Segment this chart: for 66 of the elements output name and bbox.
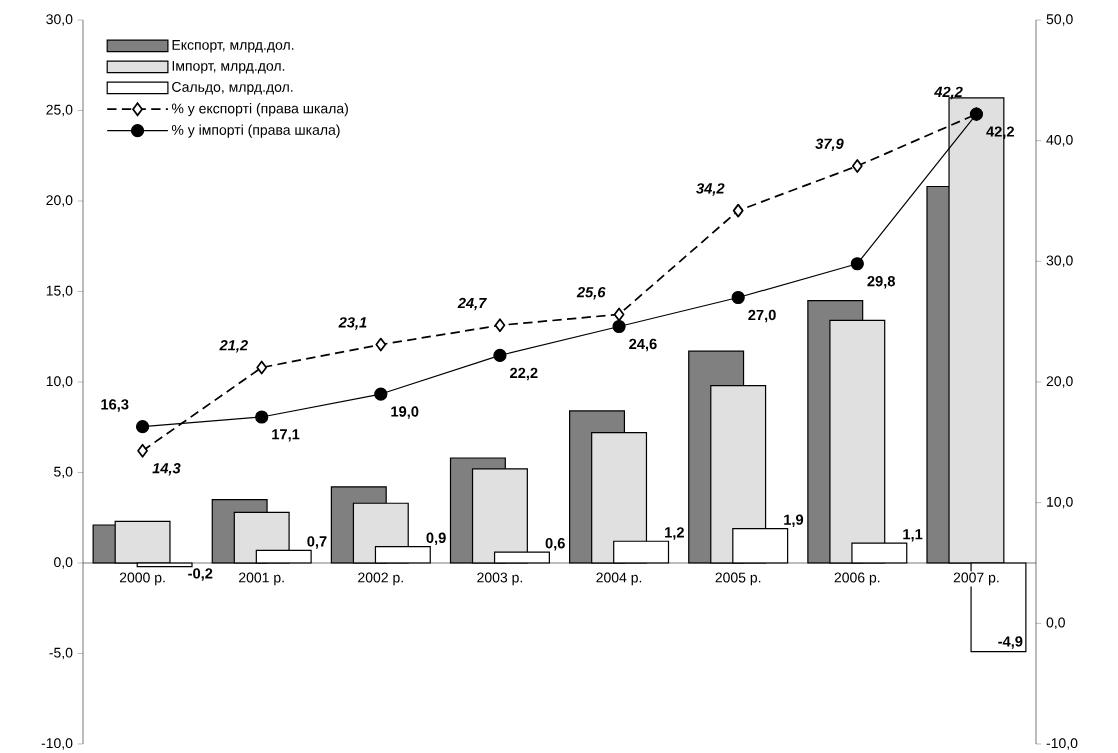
legend-label: Сальдо, млрд.дол. xyxy=(172,82,293,95)
data-label: -0,2 xyxy=(188,568,213,581)
y2-tick-label: 30,0 xyxy=(1046,255,1073,268)
data-label: 25,6 xyxy=(576,286,606,300)
legend-label: % у імпорті (права шкала) xyxy=(171,124,340,138)
data-label: 17,1 xyxy=(272,429,300,442)
y-tick-label: 15,0 xyxy=(46,285,73,298)
data-label: 27,0 xyxy=(748,309,776,323)
point xyxy=(135,420,150,434)
data-label: 34,2 xyxy=(696,183,725,196)
point xyxy=(850,257,864,271)
x-tick-label: 2006 р. xyxy=(834,572,880,586)
data-label: 0,7 xyxy=(307,536,327,549)
data-label: 0,6 xyxy=(545,538,565,551)
x-tick-label: 2001 р. xyxy=(239,572,284,586)
point xyxy=(493,348,507,363)
data-label: 37,9 xyxy=(815,138,844,152)
legend-label: % у експорті (права шкала) xyxy=(171,103,348,117)
y-tick-label: 20,0 xyxy=(46,195,73,207)
point xyxy=(375,337,387,352)
y2-tick-label: 50,0 xyxy=(1046,14,1073,26)
data-label: 24,6 xyxy=(629,338,657,352)
y2-tick-label: 20,0 xyxy=(1046,376,1073,388)
legend-label: Експорт, млрд.дол. xyxy=(172,40,294,53)
data-label: 22,2 xyxy=(510,367,538,381)
y-tick-label: 5,0 xyxy=(54,466,73,479)
x-tick-label: 2007 р. xyxy=(953,572,999,586)
point xyxy=(613,307,625,322)
point xyxy=(256,360,268,375)
y2-tick-label: 10,0 xyxy=(1047,496,1073,509)
y2-tick-label: -10,0 xyxy=(1046,738,1078,750)
data-label: 1,1 xyxy=(903,529,923,542)
x-tick-label: 2004 р. xyxy=(596,572,642,586)
point xyxy=(612,319,626,334)
x-tick-label: 2003 р. xyxy=(477,572,522,586)
point xyxy=(851,159,863,173)
data-label: 0,9 xyxy=(426,532,446,546)
y2-tick-label: 0,0 xyxy=(1046,617,1065,630)
point xyxy=(731,290,745,305)
data-label: 1,2 xyxy=(665,527,684,540)
y2-tick-label: 40,0 xyxy=(1046,134,1073,147)
data-label: 21,2 xyxy=(219,340,248,353)
point xyxy=(137,443,148,458)
data-label: 42,2 xyxy=(934,86,963,100)
data-label: 14,3 xyxy=(152,463,181,476)
data-label: 29,8 xyxy=(867,276,895,289)
data-label: 19,0 xyxy=(391,406,419,419)
legend-label: Імпорт, млрд.дол. xyxy=(172,61,285,74)
data-label: 24,7 xyxy=(457,297,487,311)
x-tick-label: 2005 р. xyxy=(715,572,761,586)
point xyxy=(374,387,388,401)
y-tick-label: -5,0 xyxy=(49,647,73,660)
data-label: -4,9 xyxy=(998,636,1023,649)
data-label: 1,9 xyxy=(784,514,804,527)
x-tick-label: 2000 р. xyxy=(119,572,165,586)
point xyxy=(255,410,269,424)
y-tick-label: -10,0 xyxy=(41,738,73,750)
y-tick-label: 30,0 xyxy=(46,14,73,26)
point xyxy=(494,318,506,333)
data-label: 23,1 xyxy=(338,317,367,330)
y-tick-label: 25,0 xyxy=(46,104,73,117)
data-label: 16,3 xyxy=(101,399,129,412)
point xyxy=(732,203,744,218)
x-tick-label: 2002 р. xyxy=(358,572,403,586)
y-tick-label: 0,0 xyxy=(54,557,73,569)
y-tick-label: 10,0 xyxy=(46,376,73,388)
